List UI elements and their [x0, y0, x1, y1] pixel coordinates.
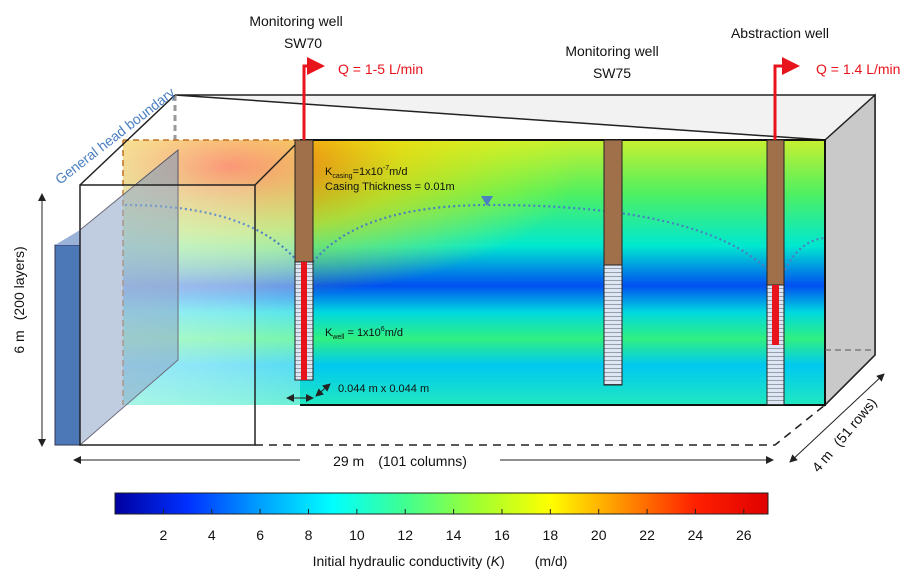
- colorbar-tick-label: 10: [349, 527, 365, 543]
- colorbar-tick-label: 16: [494, 527, 510, 543]
- flow-rate: Q = 1-5 L/min: [338, 61, 423, 77]
- colorbar-ticks: 2 4 6 8 10 12 14 16 18 20 22 24 26: [159, 509, 752, 543]
- colorbar-tick-label: 18: [543, 527, 559, 543]
- colorbar-tick-label: 22: [639, 527, 655, 543]
- head-boundary-top: [55, 230, 80, 245]
- water-table: [124, 203, 826, 271]
- flow-pipe: [773, 57, 800, 140]
- well-water: [301, 262, 307, 380]
- well-label: Monitoring well: [565, 43, 658, 59]
- casing-k: Kcasing=1x10-7m/d: [325, 165, 407, 180]
- slice-outline: [300, 139, 826, 406]
- well-k: Kwell = 1x106m/d: [325, 326, 403, 341]
- head-boundary: [54, 244, 81, 446]
- length-label: 29 m (101 columns): [333, 453, 467, 469]
- colorbar-tick-label: 8: [305, 527, 313, 543]
- colorbar-tick-label: 26: [736, 527, 752, 543]
- box-bottom: [255, 404, 826, 446]
- cell-arrow: [315, 383, 331, 397]
- flow-pipe: [302, 57, 325, 140]
- well-casing: [766, 139, 785, 286]
- colorbar-tick-label: 6: [256, 527, 264, 543]
- well-water: [772, 285, 779, 345]
- colorbar-tick-label: 4: [208, 527, 216, 543]
- label-bg: [300, 450, 500, 472]
- colorbar-tick-label: 24: [688, 527, 704, 543]
- well-label: Monitoring well: [249, 13, 342, 29]
- colorbar-tick-label: 20: [591, 527, 607, 543]
- box-right-face: [824, 93, 876, 407]
- well-id: SW70: [284, 35, 322, 51]
- well-label: Abstraction well: [731, 25, 829, 41]
- colorbar-tick-label: 2: [159, 527, 167, 543]
- colorbar: [114, 492, 769, 515]
- well-casing: [603, 139, 623, 266]
- casing-thickness: Casing Thickness = 0.01m: [325, 181, 455, 193]
- colorbar-title: Initial hydraulic conductivity (K) (m/d): [313, 553, 568, 569]
- height-label: 6 m(200 layers): [11, 246, 27, 353]
- water-table-marker: [481, 196, 493, 206]
- well-casing: [294, 139, 314, 263]
- colorbar-tick-label: 12: [397, 527, 413, 543]
- width-arrow: [789, 373, 885, 463]
- flow-rate: Q = 1.4 L/min: [816, 61, 900, 77]
- colorbar-tick-label: 14: [446, 527, 462, 543]
- cell-size: 0.044 m x 0.044 m: [338, 383, 429, 395]
- well-id: SW75: [593, 65, 631, 81]
- well-screen: [603, 264, 623, 386]
